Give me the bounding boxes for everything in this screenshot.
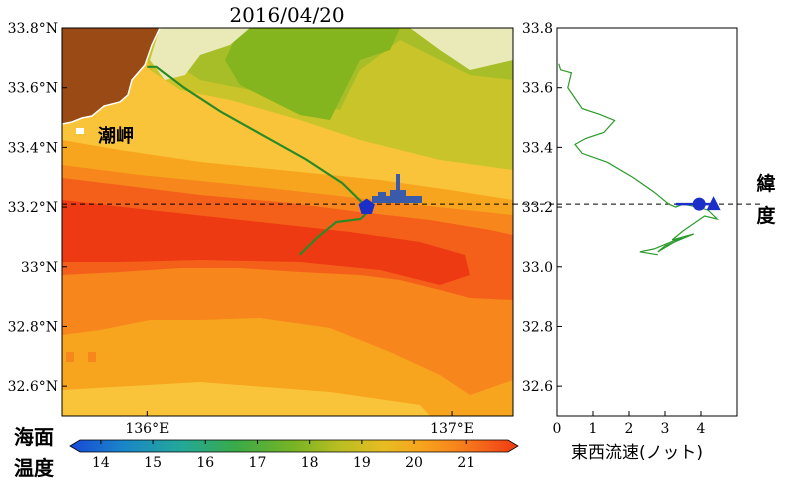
profile-x-label: 東西流速(ノット) <box>571 443 703 463</box>
profile-y-tick-label: 33.8 <box>522 21 553 37</box>
colorbar-tick-label: 14 <box>92 455 110 471</box>
profile-y-tick-label: 33.6 <box>522 81 553 97</box>
map-x-axis: 136°E 137°E <box>125 411 474 437</box>
sst-field <box>62 28 513 416</box>
profile-y-tick-label: 33.4 <box>522 140 553 156</box>
colorbar-ticks: 14 15 16 17 18 19 20 21 <box>92 440 475 471</box>
map-y-tick-label: 33.4°N <box>8 140 58 156</box>
colorbar-bar <box>69 439 519 453</box>
map-y-tick-label: 32.8°N <box>8 319 58 335</box>
region-cool-ne <box>410 28 513 70</box>
region-cool <box>150 28 250 80</box>
chart-title: 2016/04/20 <box>229 3 344 27</box>
region-t20-patch-1 <box>66 352 74 362</box>
current-position-marker <box>358 198 375 214</box>
map-y-tick-label: 33.2°N <box>8 200 58 216</box>
map-y-axis: 32.6°N 32.8°N 33°N 33.2°N 33.4°N 33.6°N 33.8°N <box>8 21 67 395</box>
profile-x-axis: 0 1 2 3 4 <box>553 411 706 437</box>
sst-map: 潮岬 32.6°N 32.8°N 33°N 33.2°N 33.4°N 33.6°N 33.… <box>8 3 514 437</box>
colorbar: 14 15 16 17 18 19 20 21 海面 温度 <box>14 425 519 480</box>
colorbar-tick-label: 20 <box>405 455 423 471</box>
profile-markers <box>675 196 721 211</box>
colorbar-tick-label: 15 <box>144 455 162 471</box>
map-y-tick-label: 33.8°N <box>8 21 58 37</box>
colorbar-tick-label: 17 <box>249 455 267 471</box>
coastline <box>62 28 161 125</box>
profile-x-tick-label: 1 <box>589 421 598 437</box>
ship-track <box>147 65 368 256</box>
map-y-tick-label: 33°N <box>21 260 58 276</box>
profile-y-tick-label: 33.2 <box>522 200 553 216</box>
map-x-tick-label: 136°E <box>125 421 169 437</box>
colorbar-label-line1: 海面 <box>14 425 54 449</box>
map-y-tick-label: 33.6°N <box>8 81 58 97</box>
velocity-profile: 32.6 32.8 33.0 33.2 33.4 33.6 33.8 0 1 2 3 4 東西流速(… <box>513 21 776 463</box>
colorbar-tick-label: 16 <box>196 455 214 471</box>
ship-icon <box>372 174 422 203</box>
map-y-tick-label: 32.6°N <box>8 379 58 395</box>
profile-y-tick-label: 32.6 <box>522 379 553 395</box>
colorbar-label-line2: 温度 <box>14 456 55 480</box>
profile-x-tick-label: 4 <box>697 421 706 437</box>
profile-x-tick-label: 2 <box>625 421 634 437</box>
colorbar-tick-label: 19 <box>353 455 371 471</box>
island <box>76 128 84 134</box>
place-label: 潮岬 <box>98 126 134 147</box>
latitude-label-line1: 緯 <box>756 172 775 195</box>
profile-y-axis: 32.6 32.8 33.0 33.2 33.4 33.6 33.8 <box>522 21 562 395</box>
colorbar-tick-label: 21 <box>457 455 475 471</box>
map-x-tick-label: 137°E <box>430 421 474 437</box>
land-area <box>62 28 160 124</box>
map-frame <box>61 27 514 417</box>
profile-y-tick-label: 32.8 <box>522 319 553 335</box>
profile-x-tick-label: 3 <box>661 421 670 437</box>
triangle-marker <box>706 196 721 211</box>
profile-y-tick-label: 33.0 <box>522 260 553 276</box>
colorbar-tick-label: 18 <box>301 455 319 471</box>
latitude-label-line2: 度 <box>756 204 776 227</box>
region-t20-patch-2 <box>88 352 96 362</box>
profile-frame <box>556 27 738 417</box>
velocity-line <box>558 63 720 256</box>
region-t22 <box>62 200 470 285</box>
circle-marker <box>692 197 706 211</box>
profile-x-tick-label: 0 <box>553 421 562 437</box>
region-t15 <box>225 28 400 120</box>
region-t18-south <box>62 382 430 416</box>
